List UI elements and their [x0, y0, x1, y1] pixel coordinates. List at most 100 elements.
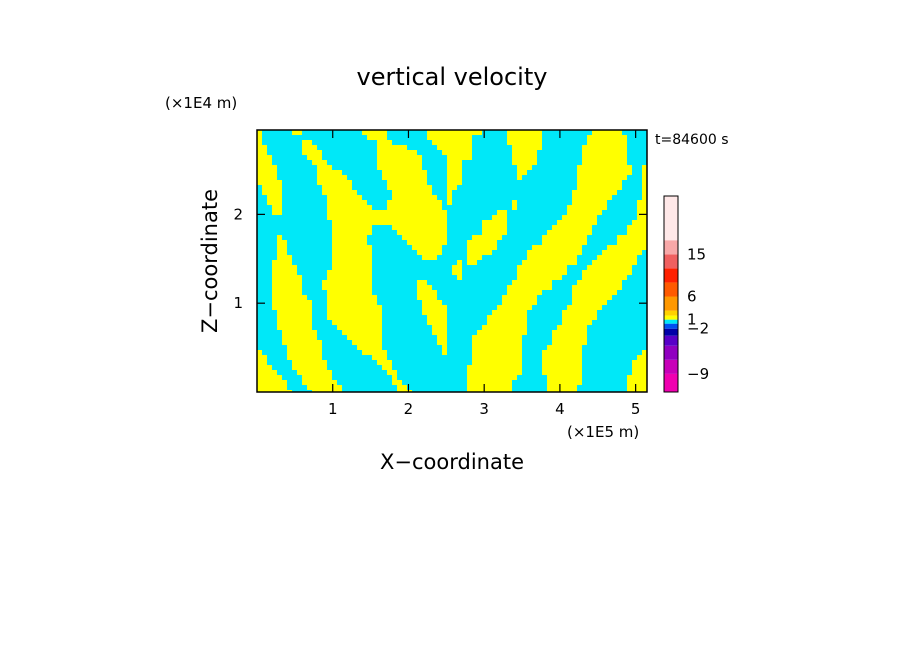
field-cell — [542, 240, 587, 245]
field-cell — [272, 290, 302, 295]
field-cell — [517, 165, 532, 170]
field-cell — [392, 190, 432, 195]
field-cell — [517, 275, 562, 280]
field-cell — [582, 160, 627, 165]
field-cell — [257, 175, 277, 180]
field-cell — [467, 245, 497, 250]
field-cell — [257, 165, 277, 170]
field-cell — [377, 145, 407, 150]
field-cell — [472, 340, 522, 345]
field-cell — [272, 275, 302, 280]
field-cell — [277, 245, 287, 250]
field-cell — [422, 255, 437, 260]
field-cell — [332, 245, 372, 250]
field-cell — [482, 230, 507, 235]
field-cell — [277, 235, 282, 240]
x-tick-label: 5 — [631, 400, 641, 418]
field-cell — [512, 160, 537, 165]
colorbar-band — [664, 319, 678, 324]
field-cell — [592, 260, 637, 265]
colorbar: 15 6 1−2 −9 — [663, 195, 709, 393]
field-cell — [392, 225, 447, 230]
field-cell — [302, 380, 337, 385]
field-cell — [437, 335, 447, 340]
colorbar-label: −2 — [687, 320, 709, 338]
field-cell — [397, 385, 407, 390]
field-cell — [512, 150, 537, 155]
field-cell — [467, 255, 482, 260]
field-cell — [582, 150, 627, 155]
field-cell — [552, 340, 587, 345]
field-cell — [577, 185, 622, 190]
field-cell — [552, 225, 592, 230]
field-cell — [517, 170, 527, 175]
field-cell — [427, 135, 472, 140]
colorbar-band — [664, 254, 678, 269]
field-cell — [417, 295, 437, 300]
field-cell — [292, 360, 327, 365]
field-cell — [632, 220, 647, 225]
y-axis: 12 — [233, 205, 647, 312]
field-cell — [447, 160, 462, 165]
colorbar-label: −9 — [687, 365, 709, 383]
field-cell — [327, 195, 362, 200]
field-cell — [327, 210, 447, 215]
field-cell — [547, 345, 582, 350]
field-cell — [642, 195, 647, 200]
field-cell — [632, 370, 647, 375]
field-cell — [272, 280, 302, 285]
field-cell — [562, 310, 597, 315]
field-cell — [542, 355, 582, 360]
field-cell — [597, 255, 637, 260]
field-cell — [422, 310, 447, 315]
field-cell — [467, 240, 497, 245]
field-cell — [387, 200, 442, 205]
field-cell — [377, 150, 417, 155]
field-cell — [627, 225, 647, 230]
field-cell — [302, 140, 312, 145]
field-cell — [322, 285, 372, 290]
field-cell — [527, 255, 577, 260]
field-cell — [417, 280, 427, 285]
field-cell — [387, 205, 442, 210]
field-cell — [277, 250, 287, 255]
field-cell — [487, 315, 527, 320]
field-cell — [257, 140, 262, 145]
field-cell — [447, 180, 462, 185]
field-cell — [402, 235, 447, 240]
field-cell — [577, 175, 627, 180]
field-cell — [482, 325, 527, 330]
field-cell — [502, 300, 537, 305]
field-cell — [582, 270, 632, 275]
field-cell — [587, 265, 632, 270]
x-tick-label: 2 — [404, 400, 414, 418]
field-cell — [512, 155, 537, 160]
field-cell — [542, 235, 587, 240]
field-cell — [617, 235, 647, 240]
field-cell — [327, 275, 372, 280]
field-cell — [472, 345, 522, 350]
field-cell — [287, 345, 322, 350]
field-cell — [467, 385, 512, 390]
field-cell — [322, 280, 372, 285]
field-cell — [257, 160, 272, 165]
field-cell — [332, 320, 382, 325]
field-cell — [362, 130, 387, 135]
velocity-field — [257, 130, 647, 392]
field-cell — [467, 365, 522, 370]
time-label: t=84600 s — [655, 132, 729, 148]
field-cell — [437, 340, 447, 345]
field-cell — [472, 350, 522, 355]
colorbar-band — [664, 296, 678, 311]
field-cell — [437, 145, 472, 150]
colorbar-label: 6 — [687, 288, 697, 306]
field-cell — [512, 145, 542, 150]
field-cell — [467, 380, 512, 385]
field-cell — [257, 350, 262, 355]
field-cell — [572, 290, 617, 295]
field-cell — [322, 185, 352, 190]
field-cell — [327, 205, 372, 210]
field-cell — [257, 130, 262, 135]
colorbar-label: 1 — [687, 311, 697, 329]
field-cell — [557, 220, 597, 225]
